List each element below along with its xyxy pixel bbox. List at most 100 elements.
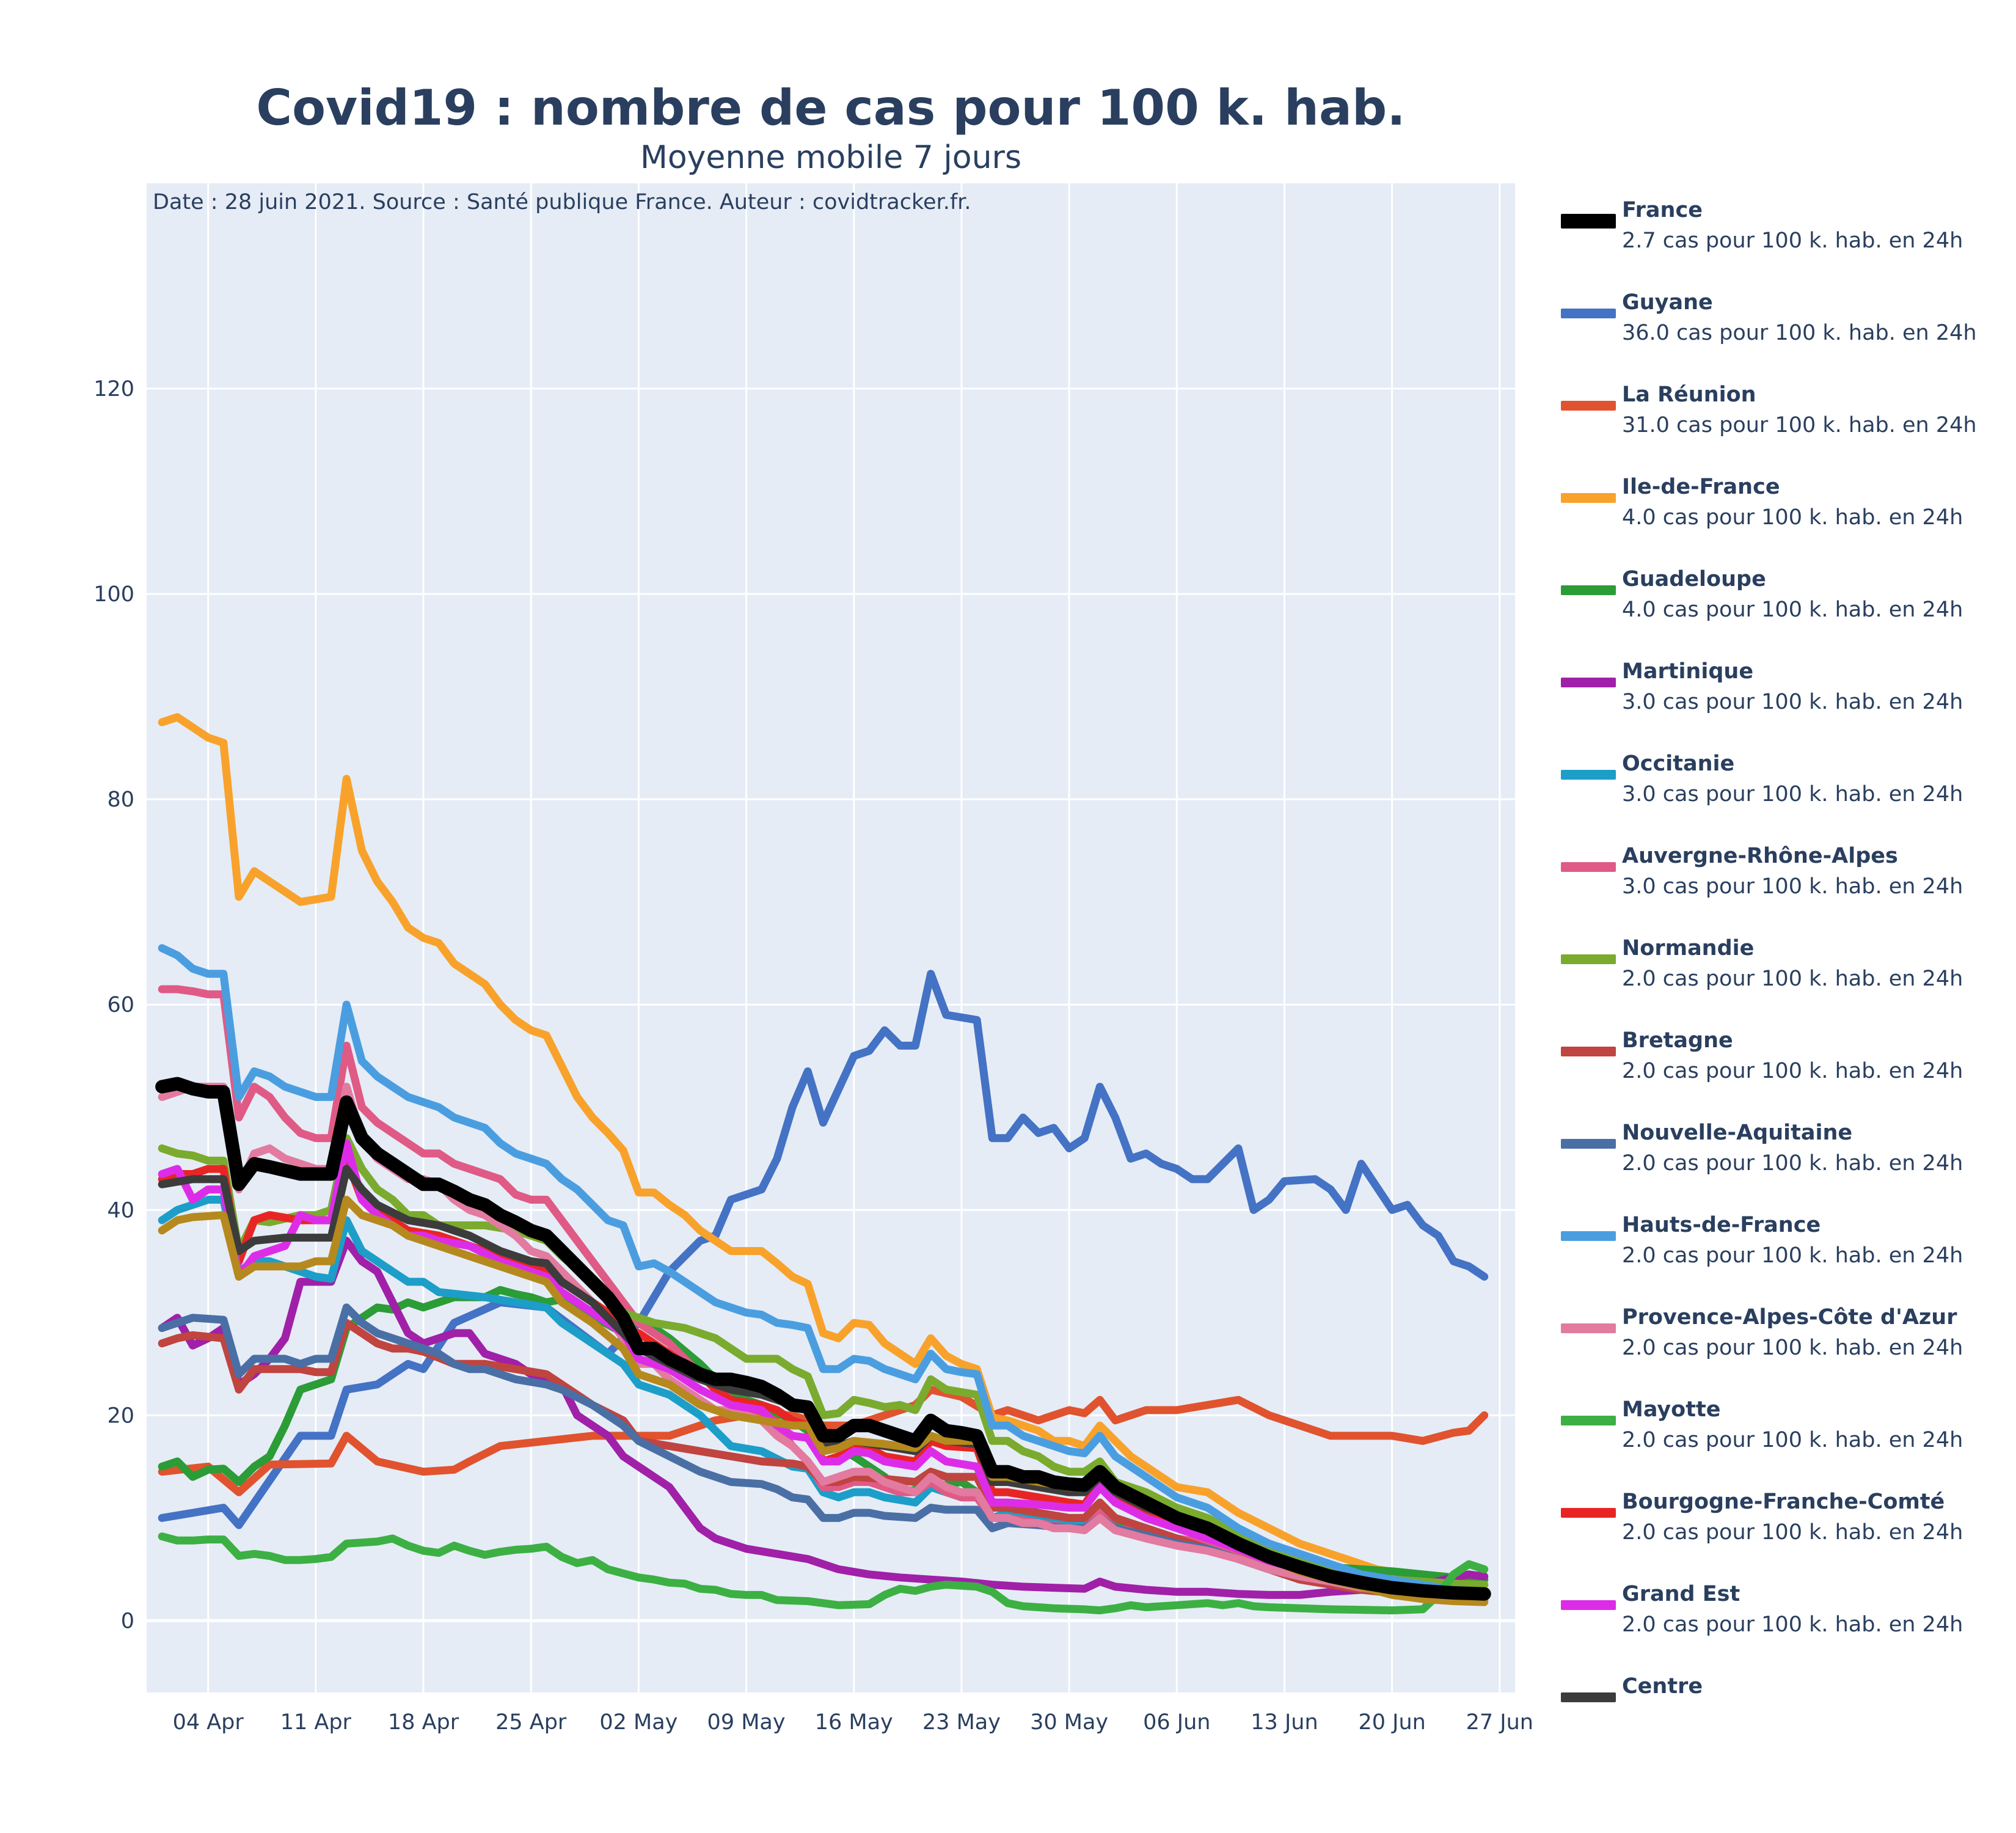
legend-value: 2.0 cas pour 100 k. hab. en 24h <box>1622 1428 1963 1452</box>
legend-label: Provence-Alpes-Côte d'Azur <box>1622 1305 1957 1330</box>
legend-label: Ile-de-France <box>1622 475 1780 499</box>
legend-swatch <box>1561 1600 1616 1610</box>
legend-item[interactable]: Bourgogne-Franche-Comté 2.0 cas pour 100 … <box>1561 1487 2007 1579</box>
y-axis: 0 20 40 60 80 100 120 <box>93 377 134 1633</box>
legend-swatch <box>1561 954 1616 964</box>
legend-label: Grand Est <box>1622 1582 1740 1606</box>
legend-swatch <box>1561 493 1616 503</box>
series-line-france <box>155 1077 1491 1601</box>
legend-label: Guyane <box>1622 290 1713 315</box>
x-tick-label: 25 Apr <box>495 1710 567 1735</box>
series-line-guyane <box>158 970 1489 1529</box>
legend-item[interactable]: Martinique 3.0 cas pour 100 k. hab. en 24… <box>1561 657 2007 748</box>
legend-value: 2.0 cas pour 100 k. hab. en 24h <box>1622 967 1963 991</box>
y-tick-label: 40 <box>107 1198 134 1223</box>
legend-label: Normandie <box>1622 936 1755 960</box>
series-layer <box>155 713 1491 1615</box>
series-line-mayotte <box>158 1532 1489 1615</box>
legend-value: 2.0 cas pour 100 k. hab. en 24h <box>1622 1336 1963 1360</box>
series-line-la-r-union <box>158 1385 1489 1496</box>
legend-label: Mayotte <box>1622 1397 1721 1422</box>
legend-item[interactable]: Ile-de-France 4.0 cas pour 100 k. hab. en… <box>1561 472 2007 564</box>
legend-label: Martinique <box>1622 659 1754 684</box>
plot-area <box>147 183 1515 1692</box>
legend-value: 3.0 cas pour 100 k. hab. en 24h <box>1622 874 1963 899</box>
x-tick-label: 20 Jun <box>1358 1710 1425 1735</box>
chart-title: Covid19 : nombre de cas pour 100 k. hab. <box>256 79 1406 136</box>
legend-item[interactable]: Centre <box>1561 1672 2007 1763</box>
y-tick-label: 120 <box>93 377 134 401</box>
y-tick-label: 100 <box>93 582 134 607</box>
legend-label: Bourgogne-Franche-Comté <box>1622 1490 1945 1514</box>
legend-label: Guadeloupe <box>1622 567 1766 591</box>
series-line-ile-de-france <box>158 713 1489 1589</box>
y-tick-label: 80 <box>107 788 134 812</box>
legend-item[interactable]: Bretagne 2.0 cas pour 100 k. hab. en 24h <box>1561 1026 2007 1118</box>
legend-swatch <box>1561 1047 1616 1056</box>
x-tick-label: 02 May <box>599 1710 677 1735</box>
x-tick-label: 09 May <box>707 1710 786 1735</box>
x-tick-label: 04 Apr <box>173 1710 244 1735</box>
legend-item[interactable]: Hauts-de-France 2.0 cas pour 100 k. hab. … <box>1561 1210 2007 1302</box>
x-tick-label: 11 Apr <box>280 1710 352 1735</box>
legend-swatch <box>1561 309 1616 318</box>
legend-item[interactable]: France 2.7 cas pour 100 k. hab. en 24h <box>1561 196 2007 287</box>
legend-label: Occitanie <box>1622 752 1735 776</box>
legend-swatch <box>1561 1508 1616 1518</box>
x-tick-label: 06 Jun <box>1143 1710 1210 1735</box>
legend-swatch <box>1561 1692 1616 1702</box>
legend-label: La Réunion <box>1622 382 1756 407</box>
x-axis: 04 Apr 11 Apr 18 Apr 25 Apr 02 May 09 May 16 M… <box>173 1710 1533 1735</box>
legend-swatch <box>1561 770 1616 780</box>
legend-item[interactable]: Nouvelle-Aquitaine 2.0 cas pour 100 k. ha… <box>1561 1118 2007 1210</box>
y-tick-label: 0 <box>121 1609 134 1633</box>
legend-swatch <box>1561 1323 1616 1333</box>
legend-swatch <box>1561 585 1616 595</box>
legend-swatch <box>1561 401 1616 411</box>
legend-label: Hauts-de-France <box>1622 1213 1821 1237</box>
x-tick-label: 30 May <box>1030 1710 1108 1735</box>
legend-item[interactable]: Occitanie 3.0 cas pour 100 k. hab. en 24h <box>1561 749 2007 841</box>
legend-item[interactable]: Guadeloupe 4.0 cas pour 100 k. hab. en 24… <box>1561 565 2007 656</box>
legend-item[interactable]: Guyane 36.0 cas pour 100 k. hab. en 24h <box>1561 288 2007 379</box>
legend-value: 2.0 cas pour 100 k. hab. en 24h <box>1622 1059 1963 1083</box>
legend-label: Auvergne-Rhône-Alpes <box>1622 844 1898 868</box>
x-tick-label: 16 May <box>815 1710 893 1735</box>
legend-value: 2.7 cas pour 100 k. hab. en 24h <box>1622 229 1963 253</box>
legend-value: 2.0 cas pour 100 k. hab. en 24h <box>1622 1243 1963 1268</box>
legend-value: 31.0 cas pour 100 k. hab. en 24h <box>1622 413 1977 437</box>
legend-value: 2.0 cas pour 100 k. hab. en 24h <box>1622 1151 1963 1176</box>
legend-item[interactable]: Auvergne-Rhône-Alpes 3.0 cas pour 100 k. … <box>1561 841 2007 933</box>
legend-label: Nouvelle-Aquitaine <box>1622 1121 1853 1145</box>
y-tick-label: 20 <box>107 1403 134 1428</box>
x-tick-label: 23 May <box>922 1710 1001 1735</box>
series-line-martinique <box>158 1237 1489 1599</box>
legend-value: 4.0 cas pour 100 k. hab. en 24h <box>1622 505 1963 530</box>
legend-swatch <box>1561 678 1616 687</box>
chart-subtitle: Moyenne mobile 7 jours <box>640 139 1022 176</box>
source-annotation: Date : 28 juin 2021. Source : Santé publ… <box>153 190 971 214</box>
x-tick-label: 13 Jun <box>1251 1710 1318 1735</box>
legend-swatch <box>1561 1416 1616 1425</box>
legend-item[interactable]: Grand Est 2.0 cas pour 100 k. hab. en 24h <box>1561 1579 2007 1671</box>
legend-value: 3.0 cas pour 100 k. hab. en 24h <box>1622 690 1963 714</box>
legend-swatch <box>1561 1231 1616 1241</box>
x-tick-label: 27 Jun <box>1466 1710 1533 1735</box>
legend-label: Bretagne <box>1622 1028 1733 1053</box>
legend-value: 2.0 cas pour 100 k. hab. en 24h <box>1622 1520 1963 1545</box>
legend-label: France <box>1622 198 1703 222</box>
legend-value: 4.0 cas pour 100 k. hab. en 24h <box>1622 598 1963 622</box>
legend-swatch <box>1561 214 1616 229</box>
legend-swatch <box>1561 1139 1616 1149</box>
legend-item[interactable]: La Réunion 31.0 cas pour 100 k. hab. en 2… <box>1561 380 2007 472</box>
legend-label: Centre <box>1622 1674 1703 1699</box>
legend-value: 3.0 cas pour 100 k. hab. en 24h <box>1622 782 1963 807</box>
legend-value: 36.0 cas pour 100 k. hab. en 24h <box>1622 321 1977 345</box>
legend-item[interactable]: Provence-Alpes-Côte d'Azur 2.0 cas pour 1… <box>1561 1303 2007 1394</box>
legend-item[interactable]: Mayotte 2.0 cas pour 100 k. hab. en 24h <box>1561 1395 2007 1487</box>
series-line-hauts-de-france <box>158 944 1489 1596</box>
y-tick-label: 60 <box>107 993 134 1017</box>
legend-item[interactable]: Normandie 2.0 cas pour 100 k. hab. en 24h <box>1561 934 2007 1025</box>
legend-swatch <box>1561 862 1616 872</box>
x-tick-label: 18 Apr <box>388 1710 459 1735</box>
